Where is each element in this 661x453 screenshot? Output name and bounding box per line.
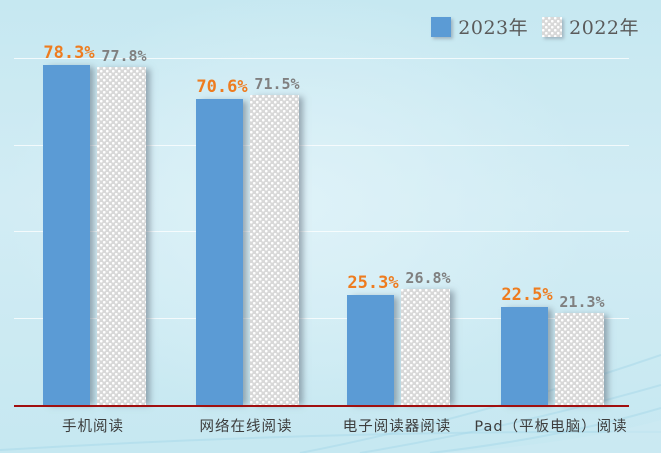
bar-2023-1 — [195, 98, 243, 405]
bar-2022-2 — [400, 288, 450, 405]
legend-item-2023: 2023年 — [431, 13, 528, 40]
value-label-2022-3: 21.3% — [559, 292, 605, 311]
category-label-1: 网络在线阅读 — [199, 419, 293, 435]
legend-item-2022: 2022年 — [542, 13, 639, 40]
legend-swatch-2023 — [431, 16, 452, 37]
legend-label-2023: 2023年 — [458, 17, 529, 39]
gridline-60pct — [14, 144, 629, 146]
value-label-2023-2: 25.3% — [347, 273, 399, 294]
bar-2023-3 — [500, 307, 548, 405]
value-label-2022-2: 26.8% — [405, 268, 451, 287]
bar-2023-2 — [346, 295, 394, 405]
legend: 2023年 2022年 — [431, 13, 639, 40]
x-axis-line — [14, 405, 629, 407]
value-label-2023-1: 70.6% — [196, 76, 248, 97]
category-label-0: 手机阅读 — [62, 419, 124, 435]
bar-2023-0 — [42, 65, 90, 405]
legend-swatch-2022 — [542, 16, 563, 37]
bar-2022-1 — [249, 94, 299, 405]
value-label-2023-0: 78.3% — [43, 43, 95, 64]
value-label-2023-3: 22.5% — [501, 285, 553, 306]
value-label-2022-1: 71.5% — [254, 74, 300, 93]
category-label-3: Pad（平板电脑）阅读 — [474, 419, 628, 435]
gridline-40pct — [14, 231, 629, 233]
gridline-20pct — [14, 318, 629, 320]
legend-label-2022: 2022年 — [569, 17, 639, 39]
bar-2022-3 — [554, 312, 604, 405]
category-label-2: 电子阅读器阅读 — [342, 419, 452, 435]
bar-2022-0 — [96, 67, 146, 405]
value-label-2022-0: 77.8% — [101, 47, 147, 66]
gridline-80pct — [14, 57, 629, 59]
